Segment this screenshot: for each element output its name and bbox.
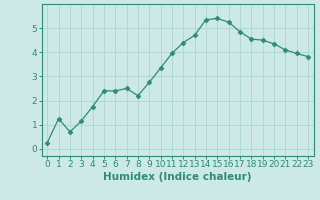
X-axis label: Humidex (Indice chaleur): Humidex (Indice chaleur) [103, 172, 252, 182]
